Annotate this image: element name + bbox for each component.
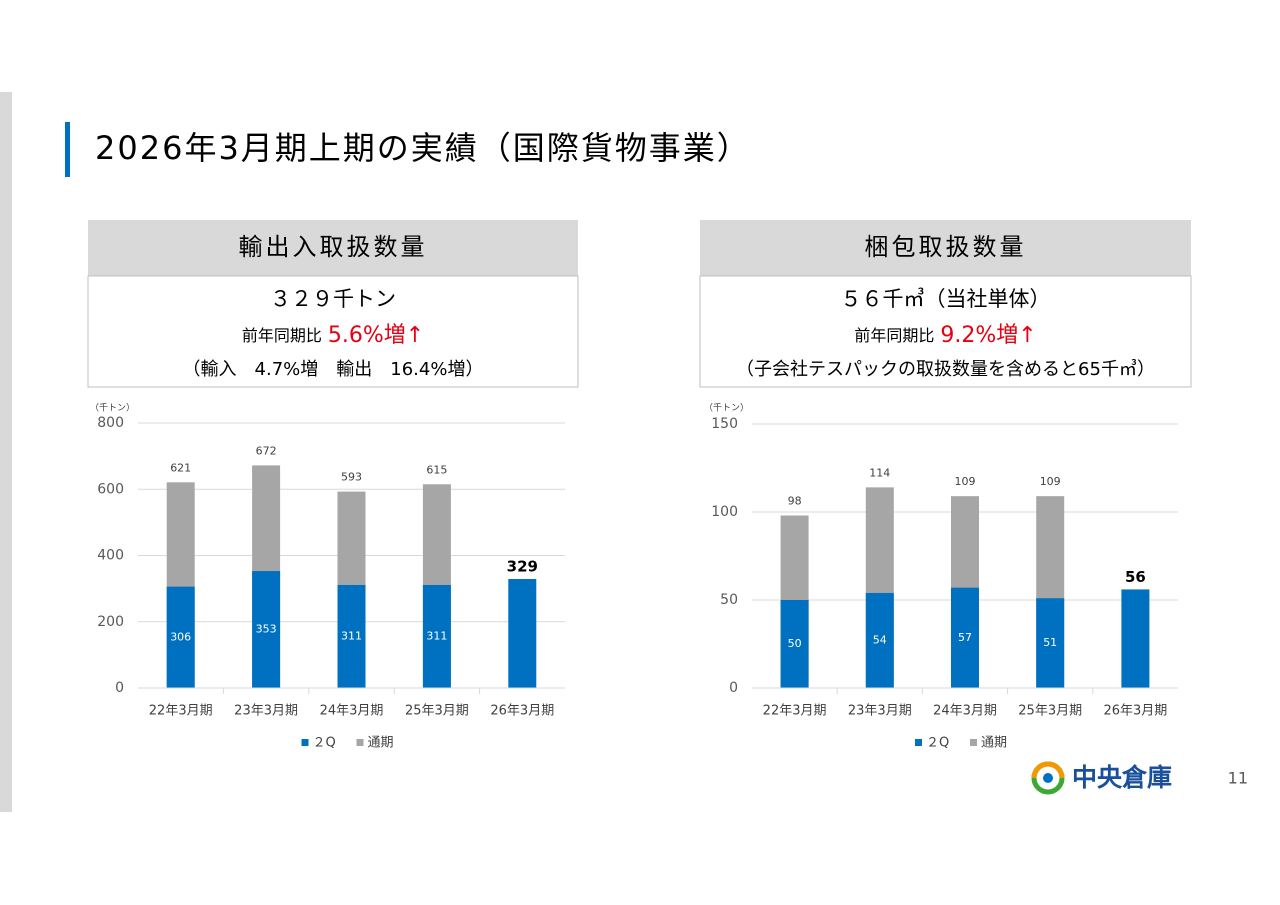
data-label: 311 — [426, 629, 447, 642]
legend-swatch — [915, 739, 922, 746]
data-label: 54 — [873, 633, 887, 646]
y-tick-label: 100 — [711, 504, 738, 520]
logo-text: 中央倉庫 — [1072, 763, 1172, 792]
legend-label: 通期 — [368, 736, 394, 751]
y-tick-label: 0 — [729, 680, 738, 696]
comparison: 前年同期比 9.2%増↑ — [854, 323, 1036, 348]
note: （子会社テスパックの取扱数量を含めると65千㎥） — [736, 359, 1155, 380]
data-label: 56 — [1125, 568, 1146, 586]
bar — [1121, 589, 1150, 688]
page-number: 11 — [1228, 769, 1248, 788]
y-unit: （千トン） — [90, 403, 135, 414]
data-label: 672 — [256, 444, 277, 457]
data-label: 98 — [788, 495, 802, 508]
data-label: 621 — [170, 461, 191, 474]
bar — [337, 584, 366, 688]
data-label: 50 — [788, 637, 802, 650]
data-label: 51 — [1043, 636, 1057, 649]
x-tick-label: 22年3月期 — [763, 704, 827, 719]
comparison-value: 5.6%増↑ — [328, 323, 424, 348]
data-label: 615 — [426, 463, 447, 476]
y-tick-label: 50 — [720, 592, 738, 608]
x-tick-label: 23年3月期 — [848, 704, 912, 719]
bar — [508, 579, 537, 688]
headline: ５６千㎥（当社単体） — [841, 287, 1051, 311]
comparison-value: 9.2%増↑ — [940, 323, 1036, 348]
bar — [252, 571, 281, 688]
x-tick-label: 24年3月期 — [933, 704, 997, 719]
panel-title: 梱包取扱数量 — [865, 233, 1027, 261]
data-label: 593 — [341, 471, 362, 484]
bar — [166, 586, 195, 688]
y-tick-label: 400 — [97, 548, 124, 564]
comparison: 前年同期比 5.6%増↑ — [242, 323, 424, 348]
data-label: 57 — [958, 631, 972, 644]
panel-header-bg — [700, 220, 1191, 276]
title-accent — [65, 122, 70, 177]
y-tick-label: 800 — [97, 415, 124, 431]
y-tick-label: 0 — [115, 680, 124, 696]
x-tick-label: 24年3月期 — [320, 704, 384, 719]
logo: 中央倉庫 — [1031, 761, 1172, 795]
legend-label: ２Q — [313, 736, 336, 751]
y-tick-label: 150 — [711, 416, 738, 432]
y-unit: （千トン） — [704, 403, 749, 414]
bar — [780, 600, 809, 688]
legend-swatch — [301, 739, 309, 746]
panel-body — [87, 275, 579, 388]
data-label: 109 — [955, 475, 976, 488]
bar — [951, 587, 979, 688]
bar — [422, 584, 451, 688]
comparison-label: 前年同期比 — [242, 326, 322, 345]
side-strip — [0, 92, 12, 812]
comparison-label: 前年同期比 — [854, 326, 934, 345]
bar — [865, 592, 894, 688]
logo-arc — [1031, 761, 1065, 779]
logo-dot — [1043, 773, 1053, 783]
data-label: 109 — [1040, 475, 1061, 488]
x-tick-label: 26年3月期 — [1103, 704, 1167, 719]
legend-swatch — [970, 739, 977, 746]
x-tick-label: 25年3月期 — [405, 704, 469, 719]
headline: ３２９千トン — [270, 287, 396, 311]
x-tick-label: 25年3月期 — [1018, 704, 1082, 719]
x-tick-label: 26年3月期 — [490, 704, 554, 719]
panel-title: 輸出入取扱数量 — [239, 233, 428, 261]
legend-label: ２Q — [926, 736, 949, 751]
legend-label: 通期 — [981, 736, 1007, 751]
x-tick-label: 22年3月期 — [149, 704, 213, 719]
panel-body — [699, 275, 1192, 388]
y-tick-label: 600 — [97, 481, 124, 497]
legend-swatch — [356, 739, 364, 746]
data-label: 329 — [507, 558, 538, 576]
data-label: 311 — [341, 629, 362, 642]
panel-header-bg — [88, 220, 578, 276]
note: （輸入 4.7%増 輸出 16.4%増） — [183, 359, 484, 380]
data-label: 114 — [869, 466, 890, 479]
y-tick-label: 200 — [97, 614, 124, 630]
slide-title: 2026年3月期上期の実績（国際貨物事業） — [95, 129, 751, 167]
data-label: 306 — [170, 630, 191, 643]
x-tick-label: 23年3月期 — [234, 704, 298, 719]
data-label: 353 — [256, 623, 277, 636]
bar — [1036, 598, 1065, 688]
